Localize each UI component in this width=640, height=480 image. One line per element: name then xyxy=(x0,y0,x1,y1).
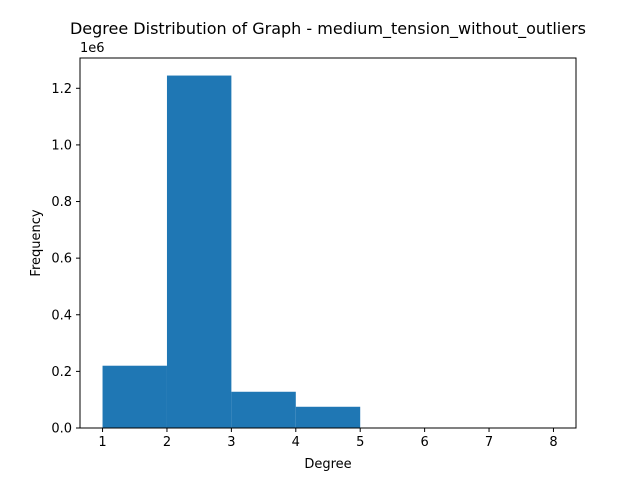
y-axis-offset-label: 1e6 xyxy=(80,41,105,56)
x-tick-label: 4 xyxy=(292,435,300,450)
y-tick-label: 1.0 xyxy=(51,138,72,153)
y-tick-label: 0.4 xyxy=(51,308,72,323)
x-tick-label: 5 xyxy=(356,435,364,450)
x-axis-ticks: 1 2 3 4 5 6 7 8 xyxy=(98,428,558,450)
histogram-bar-1 xyxy=(166,75,232,429)
plot-frame xyxy=(79,57,577,429)
x-tick-label: 8 xyxy=(549,435,557,450)
y-tick-label: 0.2 xyxy=(51,365,72,380)
histogram-bar-3 xyxy=(295,406,361,428)
y-axis-ticks: 0.0 0.2 0.4 0.6 0.8 1.0 1.2 xyxy=(51,82,80,437)
y-tick-label: 0.8 xyxy=(51,195,72,210)
x-tick-label: 6 xyxy=(420,435,428,450)
bars-layer xyxy=(102,75,361,429)
histogram-bar-2 xyxy=(231,391,296,428)
x-tick-label: 3 xyxy=(227,435,235,450)
y-axis-label: Frequency xyxy=(29,209,44,276)
y-tick-label: 0.0 xyxy=(51,422,72,437)
x-axis-label: Degree xyxy=(304,457,351,472)
histogram-bar-0 xyxy=(102,365,167,428)
y-tick-label: 1.2 xyxy=(51,82,72,97)
y-tick-label: 0.6 xyxy=(51,252,72,267)
x-tick-label: 1 xyxy=(98,435,106,450)
x-tick-label: 7 xyxy=(485,435,493,450)
x-tick-label: 2 xyxy=(163,435,171,450)
chart-title: Degree Distribution of Graph - medium_te… xyxy=(70,19,586,39)
